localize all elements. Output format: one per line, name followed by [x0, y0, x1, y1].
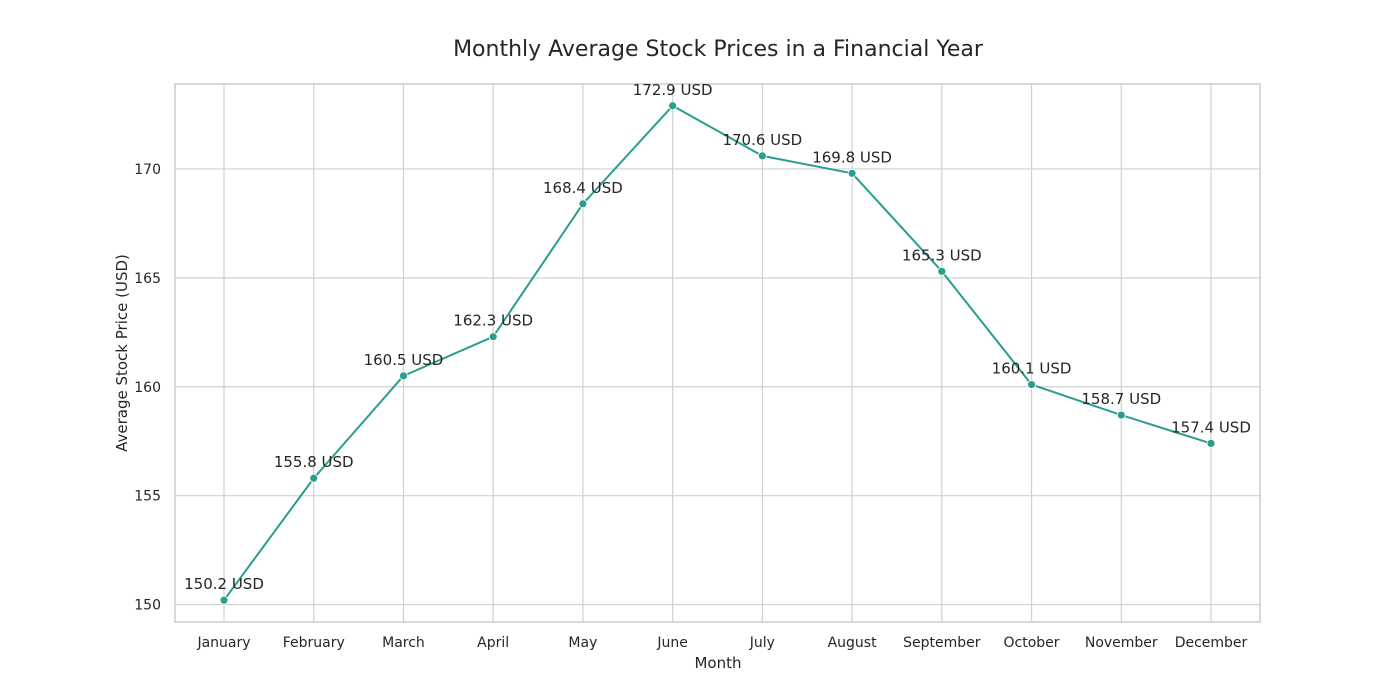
y-tick-label: 160 [134, 380, 161, 396]
data-label: 165.3 USD [902, 246, 982, 264]
x-tick-label: November [1085, 635, 1158, 651]
series-line [223, 104, 1212, 601]
data-label: 155.8 USD [274, 453, 354, 471]
series-layer [219, 101, 1216, 605]
data-label-layer: 150.2 USD 155.8 USD 160.5 USD 162.3 USD 168.… [184, 81, 1251, 593]
x-tick-label: May [568, 635, 597, 651]
x-tick-label: February [283, 635, 345, 651]
chart-title: Monthly Average Stock Prices in a Financ… [453, 37, 984, 62]
data-point [578, 199, 588, 209]
data-label: 157.4 USD [1171, 418, 1251, 436]
y-tick-label: 150 [134, 598, 161, 614]
data-point [219, 595, 229, 605]
data-label: 160.1 USD [992, 360, 1072, 378]
data-label: 158.7 USD [1081, 390, 1161, 408]
x-tick-label: July [749, 635, 775, 651]
x-tick-label: September [903, 635, 981, 651]
x-tick-label: December [1175, 635, 1248, 651]
y-tick-labels: 150 155 160 165 170 [134, 162, 161, 614]
y-tick-label: 170 [134, 162, 161, 178]
x-tick-label: October [1004, 635, 1060, 651]
data-point [399, 371, 408, 381]
grid-layer [175, 84, 1260, 622]
y-axis-label: Average Stock Price (USD) [113, 254, 131, 452]
data-label: 169.8 USD [812, 148, 892, 166]
data-label: 168.4 USD [543, 179, 623, 197]
data-label: 162.3 USD [453, 312, 533, 330]
x-tick-label: January [196, 635, 250, 651]
data-point [757, 151, 767, 161]
data-point [488, 332, 498, 342]
x-tick-label: March [382, 635, 425, 651]
data-point [668, 101, 678, 111]
x-tick-label: April [477, 635, 509, 651]
x-tick-label: August [828, 635, 878, 651]
x-tick-labels: January February March April May June July Augu… [196, 635, 1247, 651]
data-label: 160.5 USD [364, 351, 444, 369]
data-label: 172.9 USD [633, 81, 713, 99]
data-point [937, 266, 947, 276]
data-point [1027, 380, 1036, 389]
x-tick-label: June [656, 635, 688, 651]
data-point [847, 168, 857, 178]
data-label: 150.2 USD [184, 575, 264, 593]
data-point [1116, 410, 1126, 420]
plot-frame [174, 83, 1261, 623]
data-point [309, 473, 319, 483]
y-tick-label: 165 [134, 271, 161, 287]
x-axis-label: Month [694, 654, 741, 672]
data-label: 170.6 USD [722, 131, 802, 149]
data-point [1206, 438, 1216, 448]
y-tick-label: 155 [134, 489, 161, 505]
